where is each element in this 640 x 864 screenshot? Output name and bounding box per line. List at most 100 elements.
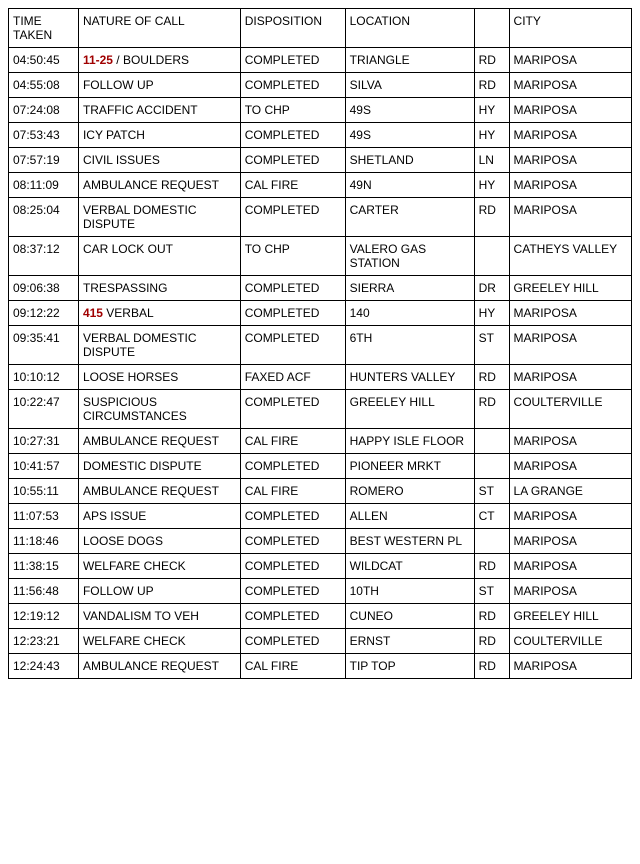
cell-disposition: COMPLETED: [240, 454, 345, 479]
cell-disposition: CAL FIRE: [240, 479, 345, 504]
cell-suffix: RD: [474, 604, 509, 629]
cell-city: MARIPOSA: [509, 554, 631, 579]
col-location: LOCATION: [345, 9, 474, 48]
cell-time: 11:38:15: [9, 554, 79, 579]
cell-disposition: COMPLETED: [240, 629, 345, 654]
cell-location: VALERO GAS STATION: [345, 237, 474, 276]
col-time: TIME TAKEN: [9, 9, 79, 48]
col-suffix: [474, 9, 509, 48]
cell-disposition: TO CHP: [240, 237, 345, 276]
cell-suffix: HY: [474, 123, 509, 148]
cell-suffix: DR: [474, 276, 509, 301]
cell-nature: FOLLOW UP: [78, 73, 240, 98]
table-row: 07:24:08TRAFFIC ACCIDENTTO CHP49SHYMARIP…: [9, 98, 632, 123]
cell-suffix: RD: [474, 73, 509, 98]
cell-nature: FOLLOW UP: [78, 579, 240, 604]
cell-city: MARIPOSA: [509, 365, 631, 390]
cell-nature: TRESPASSING: [78, 276, 240, 301]
cell-location: TIP TOP: [345, 654, 474, 679]
cell-suffix: [474, 429, 509, 454]
cell-nature: AMBULANCE REQUEST: [78, 429, 240, 454]
cell-nature: WELFARE CHECK: [78, 554, 240, 579]
cell-suffix: [474, 237, 509, 276]
cell-nature: 415 VERBAL: [78, 301, 240, 326]
cell-disposition: COMPLETED: [240, 48, 345, 73]
cell-city: LA GRANGE: [509, 479, 631, 504]
cell-city: MARIPOSA: [509, 301, 631, 326]
cell-city: MARIPOSA: [509, 198, 631, 237]
cell-disposition: TO CHP: [240, 98, 345, 123]
nature-code: 415: [83, 306, 103, 320]
cell-disposition: CAL FIRE: [240, 429, 345, 454]
cell-suffix: RD: [474, 629, 509, 654]
cell-disposition: COMPLETED: [240, 604, 345, 629]
cell-city: CATHEYS VALLEY: [509, 237, 631, 276]
table-row: 10:22:47SUSPICIOUS CIRCUMSTANCESCOMPLETE…: [9, 390, 632, 429]
cell-suffix: RD: [474, 48, 509, 73]
cell-nature: DOMESTIC DISPUTE: [78, 454, 240, 479]
cell-disposition: COMPLETED: [240, 579, 345, 604]
cell-nature: AMBULANCE REQUEST: [78, 654, 240, 679]
cell-city: MARIPOSA: [509, 579, 631, 604]
cell-location: CARTER: [345, 198, 474, 237]
cell-location: HUNTERS VALLEY: [345, 365, 474, 390]
cell-location: ROMERO: [345, 479, 474, 504]
nature-code: 11-25: [83, 53, 113, 67]
table-row: 09:35:41VERBAL DOMESTIC DISPUTECOMPLETED…: [9, 326, 632, 365]
cell-location: 49S: [345, 98, 474, 123]
cell-disposition: COMPLETED: [240, 504, 345, 529]
cell-location: SHETLAND: [345, 148, 474, 173]
cell-city: MARIPOSA: [509, 326, 631, 365]
cell-location: 49N: [345, 173, 474, 198]
table-row: 11:38:15WELFARE CHECKCOMPLETEDWILDCATRDM…: [9, 554, 632, 579]
cell-city: MARIPOSA: [509, 148, 631, 173]
table-row: 10:10:12LOOSE HORSESFAXED ACFHUNTERS VAL…: [9, 365, 632, 390]
cell-time: 07:24:08: [9, 98, 79, 123]
cell-city: GREELEY HILL: [509, 604, 631, 629]
table-row: 10:27:31AMBULANCE REQUESTCAL FIREHAPPY I…: [9, 429, 632, 454]
cell-disposition: COMPLETED: [240, 390, 345, 429]
table-row: 10:41:57DOMESTIC DISPUTECOMPLETEDPIONEER…: [9, 454, 632, 479]
table-row: 11:18:46LOOSE DOGSCOMPLETEDBEST WESTERN …: [9, 529, 632, 554]
cell-nature: CIVIL ISSUES: [78, 148, 240, 173]
cell-nature: APS ISSUE: [78, 504, 240, 529]
cell-nature: WELFARE CHECK: [78, 629, 240, 654]
cell-suffix: LN: [474, 148, 509, 173]
cell-suffix: RD: [474, 554, 509, 579]
cell-suffix: HY: [474, 301, 509, 326]
cell-suffix: RD: [474, 198, 509, 237]
cell-location: HAPPY ISLE FLOOR: [345, 429, 474, 454]
cell-time: 11:18:46: [9, 529, 79, 554]
cell-time: 10:27:31: [9, 429, 79, 454]
cell-suffix: ST: [474, 479, 509, 504]
table-row: 11:56:48FOLLOW UPCOMPLETED10THSTMARIPOSA: [9, 579, 632, 604]
cell-suffix: HY: [474, 98, 509, 123]
cell-nature: ICY PATCH: [78, 123, 240, 148]
col-city: CITY: [509, 9, 631, 48]
cell-city: MARIPOSA: [509, 73, 631, 98]
cell-city: COULTERVILLE: [509, 629, 631, 654]
cell-disposition: COMPLETED: [240, 301, 345, 326]
cell-disposition: COMPLETED: [240, 554, 345, 579]
cell-time: 09:12:22: [9, 301, 79, 326]
table-row: 08:11:09AMBULANCE REQUESTCAL FIRE49NHYMA…: [9, 173, 632, 198]
cell-time: 04:50:45: [9, 48, 79, 73]
cell-location: WILDCAT: [345, 554, 474, 579]
table-header: TIME TAKEN NATURE OF CALL DISPOSITION LO…: [9, 9, 632, 48]
cell-time: 10:10:12: [9, 365, 79, 390]
cell-location: SILVA: [345, 73, 474, 98]
cell-disposition: CAL FIRE: [240, 654, 345, 679]
cell-nature: VANDALISM TO VEH: [78, 604, 240, 629]
cell-city: GREELEY HILL: [509, 276, 631, 301]
cell-location: 6TH: [345, 326, 474, 365]
cell-time: 10:41:57: [9, 454, 79, 479]
cell-time: 08:25:04: [9, 198, 79, 237]
cell-location: TRIANGLE: [345, 48, 474, 73]
nature-rest: VERBAL: [103, 306, 154, 320]
cell-location: GREELEY HILL: [345, 390, 474, 429]
cell-location: CUNEO: [345, 604, 474, 629]
cell-city: MARIPOSA: [509, 429, 631, 454]
cell-disposition: CAL FIRE: [240, 173, 345, 198]
call-log-table: TIME TAKEN NATURE OF CALL DISPOSITION LO…: [8, 8, 632, 679]
cell-city: MARIPOSA: [509, 529, 631, 554]
